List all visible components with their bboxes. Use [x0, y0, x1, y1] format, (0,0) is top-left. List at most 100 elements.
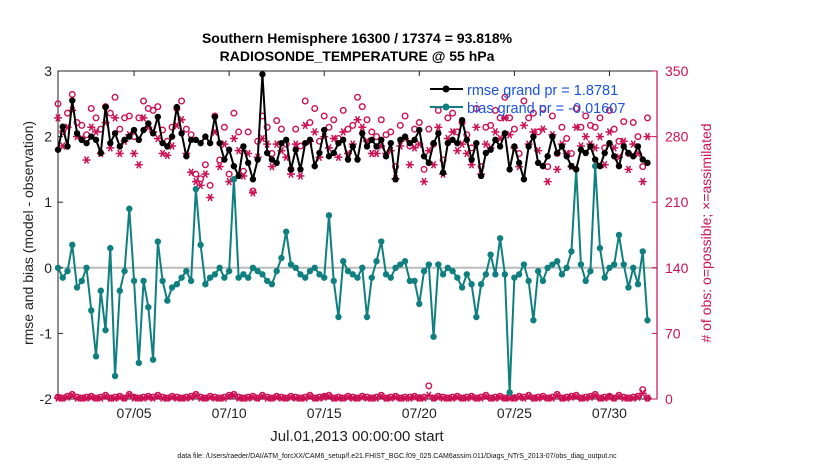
obs-possible-bottom-point [287, 392, 295, 400]
obs-possible-point [444, 114, 452, 122]
obs-assimilated-bottom-point [115, 393, 124, 401]
obs-assimilated-bottom-point [643, 394, 652, 402]
bias-point [444, 264, 452, 271]
obs-possible-point [325, 123, 333, 131]
obs-assimilated-bottom-point [206, 393, 215, 401]
obs-assimilated-bottom-point-stroke [592, 391, 598, 400]
obs-assimilated-point-stroke [93, 128, 99, 136]
rmse-point [601, 149, 608, 157]
obs-assimilated-bottom-point-stroke [335, 394, 342, 402]
y-tick-label-right: 210 [665, 194, 689, 210]
obs-assimilated-bottom-point-stroke [407, 394, 413, 402]
obs-assimilated-bottom-point-stroke [293, 394, 299, 402]
obs-assimilated-point [301, 121, 310, 130]
legend-rmse-marker [442, 85, 450, 93]
obs-assimilated-point [234, 146, 243, 155]
bias-point [240, 271, 247, 278]
obs-assimilated-bottom-point [168, 393, 177, 401]
obs-possible-point [235, 128, 243, 136]
bias-point [611, 261, 618, 268]
obs-assimilated-bottom-point [434, 393, 443, 401]
rmse-point [530, 133, 537, 140]
rmse-point [97, 149, 104, 157]
obs-assimilated-bottom-point [391, 393, 400, 401]
bias-point [178, 274, 185, 281]
obs-assimilated-point-stroke [140, 113, 147, 122]
obs-assimilated-bottom-point [633, 393, 642, 401]
bias-point [302, 274, 309, 281]
obs-possible-point [582, 112, 590, 120]
obs-possible-point [491, 106, 499, 114]
rmse-point [278, 139, 285, 147]
bias-point [297, 271, 304, 278]
obs-possible-point [301, 97, 309, 105]
y-tick-label-right: 350 [665, 63, 689, 79]
rmse-point [435, 130, 442, 137]
rmse-point [449, 136, 456, 144]
obs-assimilated-bottom-point-stroke [240, 394, 247, 402]
obs-assimilated-point-stroke [302, 121, 308, 130]
bias-point [168, 284, 176, 291]
obs-possible-bottom-point [420, 393, 428, 401]
obs-assimilated-point-stroke [231, 134, 237, 143]
bias-point [173, 281, 181, 288]
bias-point [416, 300, 423, 308]
bias-point [363, 313, 371, 321]
bias-point [102, 326, 109, 334]
obs-assimilated-bottom-point-stroke [416, 394, 422, 402]
rmse-point [173, 103, 181, 111]
rmse-point [406, 139, 413, 147]
obs-assimilated-bottom-point-stroke [492, 394, 499, 402]
rmse-point [482, 149, 490, 157]
bias-point [392, 264, 399, 271]
rmse-point [59, 123, 66, 130]
rmse-point [363, 143, 371, 150]
obs-assimilated-bottom-point [139, 394, 148, 402]
obs-possible-bottom-point [425, 382, 433, 390]
obs-assimilated-bottom-point-stroke [74, 394, 80, 402]
obs-possible-bottom-point [144, 392, 152, 400]
obs-assimilated-bottom-point [491, 394, 500, 402]
obs-possible-point [605, 106, 613, 114]
obs-assimilated-bottom-point [581, 394, 590, 402]
obs-possible-point [168, 123, 176, 131]
obs-possible-point [363, 116, 371, 124]
obs-assimilated-bottom-point [343, 393, 352, 401]
obs-assimilated-point [605, 128, 614, 136]
obs-assimilated-point-stroke [297, 172, 304, 180]
obs-possible-point [425, 125, 433, 133]
rmse-point [325, 153, 333, 160]
obs-possible-point [396, 121, 404, 129]
bias-point [425, 261, 433, 268]
obs-assimilated-bottom-point-stroke [316, 394, 323, 402]
rmse-point [420, 153, 428, 160]
obs-assimilated-point-stroke [473, 123, 480, 132]
bias-point [121, 267, 128, 275]
rmse-point [354, 156, 361, 163]
obs-assimilated-point [191, 177, 200, 186]
obs-assimilated-point-stroke [506, 130, 513, 139]
obs-assimilated-bottom-point-stroke [468, 393, 475, 401]
bias-point [135, 359, 143, 367]
obs-assimilated-point [543, 177, 552, 186]
obs-assimilated-point [519, 121, 528, 130]
obs-assimilated-bottom-point-stroke [397, 394, 403, 402]
obs-assimilated-point-stroke [497, 134, 503, 143]
obs-assimilated-bottom-point-stroke [274, 393, 280, 401]
y-axis-label-right: # of obs: o=possible; ×=assimilated [698, 123, 714, 342]
obs-assimilated-bottom-point [429, 394, 438, 402]
rmse-point [154, 113, 162, 121]
obs-assimilated-bottom-point-stroke [473, 394, 480, 402]
obs-possible-point [548, 112, 556, 120]
obs-assimilated-point [405, 160, 414, 169]
obs-assimilated-bottom-point-stroke [216, 394, 223, 402]
rmse-point [235, 172, 242, 180]
obs-assimilated-bottom-point [111, 394, 120, 402]
obs-assimilated-bottom-point [453, 393, 462, 401]
obs-assimilated-point-stroke [55, 113, 61, 122]
rmse-point [611, 153, 618, 160]
rmse-point [359, 130, 366, 137]
obs-assimilated-bottom-point [515, 393, 524, 401]
obs-assimilated-bottom-point-stroke [354, 394, 361, 402]
y-tick-label-right: 140 [665, 260, 689, 276]
